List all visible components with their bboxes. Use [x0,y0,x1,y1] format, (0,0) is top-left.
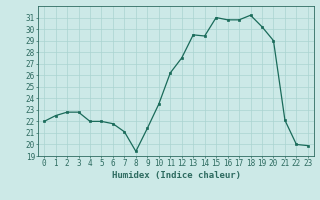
X-axis label: Humidex (Indice chaleur): Humidex (Indice chaleur) [111,171,241,180]
